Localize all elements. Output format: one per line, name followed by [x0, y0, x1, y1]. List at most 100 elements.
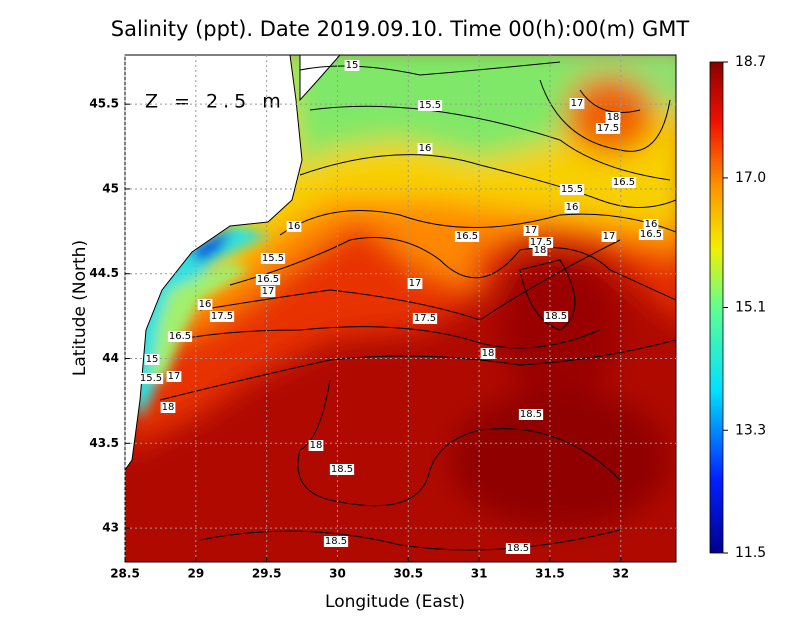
x-tick-label: 31.5	[535, 567, 565, 581]
contour-label-bg	[480, 348, 496, 359]
contour-label-text: 18	[534, 245, 547, 256]
contour-label-text: 17	[525, 225, 538, 236]
colorbar-tick-label: 13.3	[735, 422, 766, 438]
x-tick-label: 31	[471, 567, 488, 581]
contour-label-text: 17.5	[414, 313, 436, 324]
contour-label-text: 16.5	[640, 229, 662, 240]
contour-label: 17	[601, 231, 617, 242]
contour-label: 17.5	[412, 313, 438, 324]
contour-label-bg	[255, 274, 281, 285]
colorbar-tick-label: 18.7	[735, 54, 766, 70]
contour-label-text: 16.5	[613, 177, 635, 188]
x-tick-label: 32	[612, 567, 629, 581]
contour-label-text: 16	[645, 219, 658, 230]
contour-label-bg	[412, 313, 438, 324]
contour-label-text: 18	[310, 440, 323, 451]
contour-label-bg	[197, 299, 213, 310]
contour-label-bg	[260, 286, 276, 297]
contour-label-text: 16.5	[456, 231, 478, 242]
y-tick-label: 44	[102, 351, 119, 365]
contour-label-bg	[528, 237, 554, 248]
contour-label-text: 15	[346, 60, 359, 71]
contour-label-text: 18.5	[507, 543, 529, 554]
contour-label-text: 16.5	[257, 274, 279, 285]
colorbar-tick-label: 17.0	[735, 170, 766, 186]
contour-label-text: 15.5	[561, 184, 583, 195]
contour-label-bg	[543, 311, 569, 322]
contour-label-bg	[209, 311, 235, 322]
contour-label: 16	[286, 221, 302, 232]
contour-label-bg	[160, 402, 176, 413]
contour-label-bg	[505, 543, 531, 554]
contour-label-text: 16	[566, 202, 579, 213]
contour-label-bg	[518, 409, 544, 420]
contour-label-bg	[595, 123, 621, 134]
contour-label-text: 17.5	[530, 237, 552, 248]
contour-label: 18	[160, 402, 176, 413]
contour-label: 17	[166, 371, 182, 382]
colorbar	[709, 61, 724, 554]
contour-label-text: 17	[409, 278, 422, 289]
contour-label-text: 17	[168, 371, 181, 382]
contour-label-text: 16	[288, 221, 301, 232]
contour-label-bg	[532, 245, 548, 256]
contour-label-bg	[329, 464, 355, 475]
contour-label-text: 16	[199, 299, 212, 310]
contour-label-bg	[601, 231, 617, 242]
contour-label: 18	[532, 245, 548, 256]
y-tick-label: 43	[102, 521, 119, 535]
contour-label: 17	[407, 278, 423, 289]
contour-label: 17.5	[595, 123, 621, 134]
contour-label: 18.5	[329, 464, 355, 475]
contour-label: 15	[144, 354, 160, 365]
contour-label: 18	[480, 348, 496, 359]
x-tick-label: 30.5	[393, 567, 423, 581]
contour-label: 17	[523, 225, 539, 236]
contour-label-bg	[564, 202, 580, 213]
contour-label-text: 18	[162, 402, 175, 413]
contour-label-bg	[323, 536, 349, 547]
contour-label-text: 18	[482, 348, 495, 359]
contour-label: 16	[564, 202, 580, 213]
contour-label-text: 15.5	[262, 253, 284, 264]
y-tick-label: 43.5	[89, 436, 119, 450]
contour-label: 18	[308, 440, 324, 451]
contour-label: 16	[417, 143, 433, 154]
contour-label: 16.5	[638, 229, 664, 240]
contour-label-bg	[260, 253, 286, 264]
colorbar-tick-label: 11.5	[735, 545, 766, 561]
y-tick-label: 44.5	[89, 266, 119, 280]
contour-label-bg	[308, 440, 324, 451]
contour-label-bg	[523, 225, 539, 236]
contour-label-bg	[144, 354, 160, 365]
contour-label-text: 17	[262, 286, 275, 297]
colorbar-tick-label: 15.1	[735, 300, 766, 316]
contour-label-bg	[407, 278, 423, 289]
contour-label-bg	[611, 177, 637, 188]
contour-label: 16.5	[611, 177, 637, 188]
contour-label: 17.5	[528, 237, 554, 248]
contour-label-text: 18.5	[545, 311, 567, 322]
contour-label: 18.5	[543, 311, 569, 322]
contour-label-bg	[138, 373, 164, 384]
contour-label-bg	[454, 231, 480, 242]
y-tick-label: 45.5	[89, 97, 119, 111]
contour-label-bg	[559, 184, 585, 195]
contour-label-text: 18.5	[520, 409, 542, 420]
plot-frame	[124, 54, 677, 563]
contour-label: 17.5	[209, 311, 235, 322]
contour-label-text: 15	[146, 354, 159, 365]
contour-label-bg	[167, 331, 193, 342]
contour-label: 16	[197, 299, 213, 310]
contour-label-bg	[605, 112, 621, 123]
contour-label-bg	[638, 229, 664, 240]
contour-label-bg	[166, 371, 182, 382]
x-tick-label: 28.5	[110, 567, 140, 581]
contour-label: 16.5	[454, 231, 480, 242]
contour-label-bg	[344, 60, 360, 71]
contour-label-text: 16	[419, 143, 432, 154]
contour-label-bg	[417, 143, 433, 154]
contour-label-text: 18.5	[325, 536, 347, 547]
y-axis-label: Latitude (North)	[70, 240, 90, 376]
